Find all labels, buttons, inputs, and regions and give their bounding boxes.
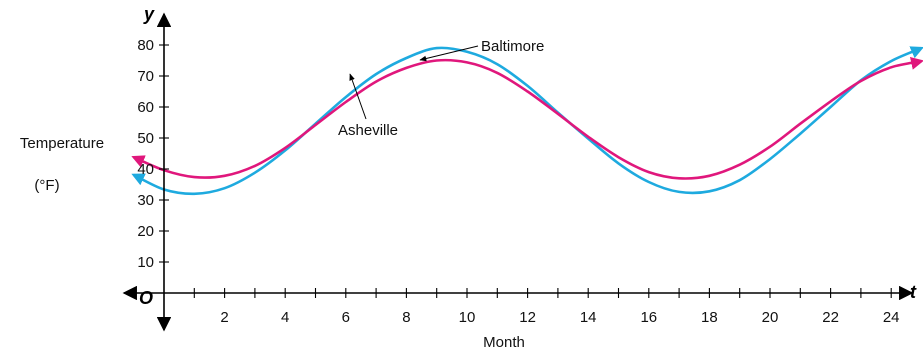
y-tick-label: 30 (137, 192, 154, 209)
x-tick-label: 4 (281, 309, 289, 326)
y-tick-label: 50 (137, 130, 154, 147)
y-tick-label: 60 (137, 99, 154, 116)
y-tick-label: 80 (137, 37, 154, 54)
x-tick-label: 14 (580, 309, 597, 326)
y-tick-label: 20 (137, 223, 154, 240)
x-tick-label: 2 (220, 309, 228, 326)
annotation-asheville-label: Asheville (338, 122, 398, 139)
series-layer (134, 48, 922, 194)
series-line-asheville (134, 60, 922, 178)
y-axis-unit: (°F) (34, 177, 59, 194)
x-tick-label: 24 (883, 309, 900, 326)
y-tick-label: 70 (137, 68, 154, 85)
x-tick-label: 16 (640, 309, 657, 326)
x-axis-variable: t (910, 282, 917, 302)
x-tick-label: 8 (402, 309, 410, 326)
x-tick-label: 22 (822, 309, 839, 326)
annotation-asheville: Asheville (338, 74, 398, 139)
origin-label: O (139, 288, 153, 308)
x-tick-label: 6 (342, 309, 350, 326)
x-tick-label: 20 (762, 309, 779, 326)
y-tick-label: 40 (137, 161, 154, 178)
y-axis-variable: y (143, 4, 155, 24)
x-tick-label: 12 (519, 309, 536, 326)
annotation-baltimore-label: Baltimore (481, 38, 544, 55)
x-axis-label: Month (483, 334, 525, 351)
x-tick-label: 10 (459, 309, 476, 326)
x-tick-label: 18 (701, 309, 718, 326)
y-axis-label: Temperature (20, 135, 104, 152)
y-tick-label: 10 (137, 254, 154, 271)
